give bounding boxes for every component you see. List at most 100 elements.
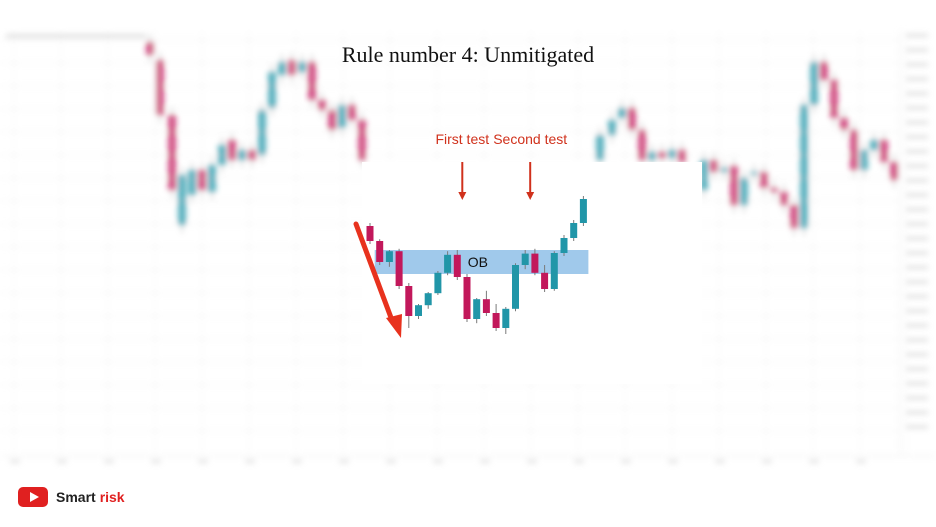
candle-body — [492, 313, 500, 328]
background-candle-body — [268, 72, 276, 108]
background-candle-body — [178, 175, 186, 225]
price-tick-label — [906, 367, 928, 371]
time-tick-label — [762, 460, 772, 463]
youtube-play-icon — [18, 487, 48, 507]
time-tick-label — [621, 460, 631, 463]
candle-body — [550, 253, 558, 289]
background-candle-body — [278, 62, 286, 75]
candle-body — [405, 286, 413, 316]
background-candle-body — [810, 62, 818, 105]
background-candle-body — [146, 42, 154, 55]
time-tick-label — [57, 460, 67, 463]
background-candle-body — [750, 172, 758, 175]
channel-brand: Smart risk — [18, 486, 125, 508]
price-tick-label — [906, 34, 928, 37]
candle-body — [434, 272, 442, 294]
time-tick-label — [480, 460, 490, 463]
candle-body — [444, 254, 452, 273]
slide-title: Rule number 4: Unmitigated — [341, 42, 595, 67]
brand-name-part1: Smart — [56, 489, 96, 505]
background-candle-body — [358, 120, 366, 160]
background-candle-body — [770, 188, 778, 192]
time-tick-label — [433, 460, 443, 463]
background-candle-body — [700, 160, 708, 190]
second-test-label: Second test — [493, 131, 567, 147]
candle-body — [463, 277, 471, 319]
price-tick-label — [906, 135, 928, 139]
candle-body — [473, 299, 481, 319]
price-tick-label — [906, 222, 928, 226]
background-candle-body — [860, 150, 868, 170]
candle-body — [570, 223, 578, 238]
background-candle-body — [760, 172, 768, 188]
price-tick-label — [906, 309, 928, 313]
background-candle-body — [850, 130, 858, 170]
candle-body — [541, 272, 549, 289]
price-tick-label — [906, 411, 928, 414]
background-candle-body — [830, 80, 838, 118]
price-tick-label — [906, 338, 928, 342]
background-candle-body — [288, 60, 296, 75]
background-candle-body — [880, 140, 888, 162]
candle-body — [415, 305, 422, 316]
candle-body — [366, 226, 374, 241]
background-candle-body — [298, 62, 306, 72]
time-tick-label — [809, 460, 819, 463]
time-tick-label — [104, 460, 114, 463]
price-tick-label — [906, 280, 928, 284]
background-candle-body — [678, 150, 686, 162]
background-candle-body — [208, 165, 216, 192]
candle-body — [453, 254, 461, 277]
candle-body — [579, 199, 587, 223]
candle-body — [560, 238, 568, 253]
background-candle-body — [658, 152, 666, 158]
time-tick-label — [574, 460, 584, 463]
price-tick-label — [906, 121, 928, 124]
background-candle-body — [168, 115, 176, 190]
price-tick-label — [906, 193, 928, 197]
background-candle-body — [638, 130, 646, 160]
first-test-label: First test — [435, 131, 489, 147]
price-tick-label — [906, 425, 928, 429]
price-tick-label — [906, 237, 928, 240]
background-candle-body — [790, 205, 798, 228]
ob-zone-label: OB — [468, 254, 488, 270]
time-tick-label — [668, 460, 678, 463]
time-tick-label — [339, 460, 349, 463]
time-tick-label — [715, 460, 725, 463]
price-tick-label — [906, 251, 928, 255]
price-tick-label — [906, 208, 928, 211]
candle-body — [531, 253, 539, 273]
background-candle-body — [596, 135, 604, 160]
background-candle-body — [870, 140, 878, 150]
background-candle-body — [228, 140, 236, 160]
background-candle-body — [348, 105, 356, 120]
time-tick-label — [527, 460, 537, 463]
background-candle-body — [608, 120, 616, 135]
background-candle-body — [720, 168, 728, 172]
background-candle-body — [198, 170, 206, 190]
background-candle-body — [328, 110, 336, 130]
background-candle-body — [156, 60, 164, 115]
price-tick-label — [906, 324, 928, 327]
candle-body — [512, 265, 519, 309]
background-candle-body — [780, 192, 788, 205]
candle-body — [395, 251, 403, 286]
impulse-arrow-head — [386, 314, 402, 338]
background-candle-body — [800, 105, 808, 228]
time-tick-label — [151, 460, 161, 463]
time-tick-label — [386, 460, 396, 463]
background-candle-body — [730, 166, 738, 205]
background-candle-body — [668, 150, 676, 158]
candle-body — [502, 308, 510, 328]
background-candle-body — [840, 118, 848, 130]
price-tick-label — [906, 266, 928, 269]
price-tick-label — [906, 353, 928, 356]
price-tick-label — [906, 382, 928, 385]
candle-body — [385, 251, 393, 262]
price-tick-label — [906, 396, 928, 400]
time-tick-label — [245, 460, 255, 463]
price-tick-label — [906, 63, 928, 66]
